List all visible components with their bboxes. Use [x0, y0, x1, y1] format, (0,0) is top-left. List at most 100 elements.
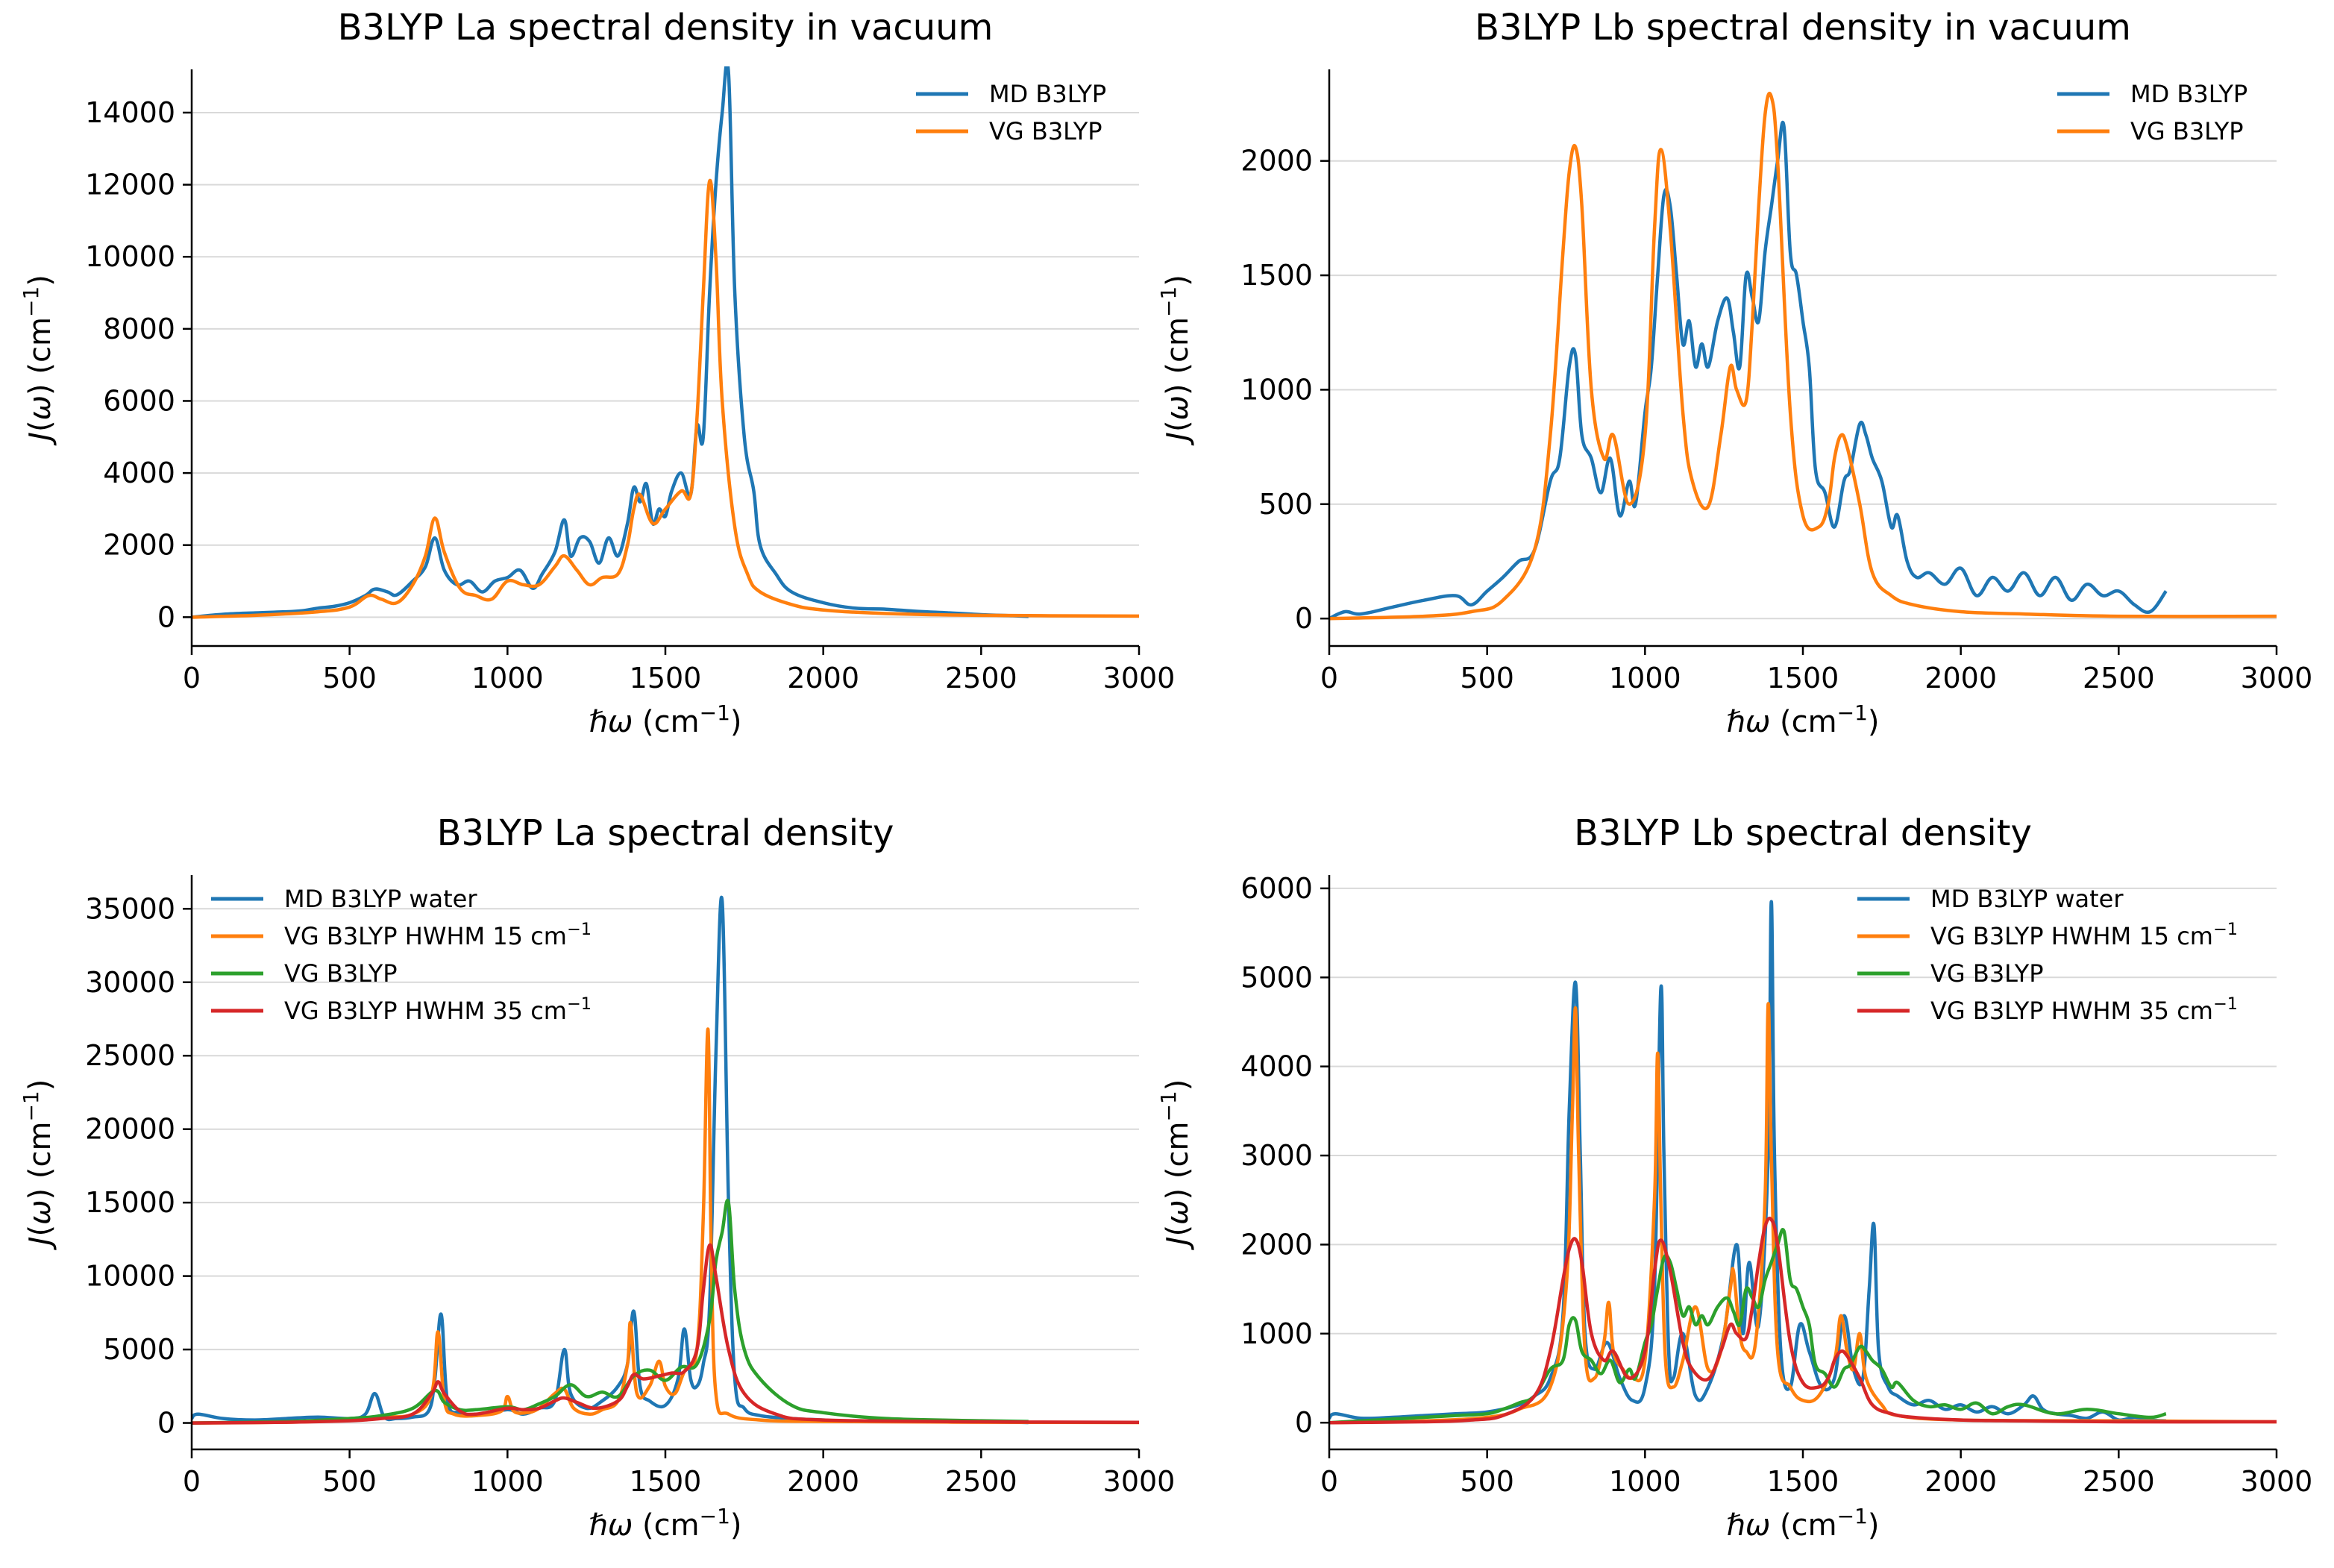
series-line-2: [192, 1027, 1139, 1425]
legend-label: VG B3LYP: [284, 959, 398, 988]
x-tick-label: 2500: [2083, 662, 2155, 694]
x-tick-label: 1000: [471, 1465, 544, 1498]
x-tick-label: 2000: [787, 1465, 859, 1498]
y-tick-label: 15000: [85, 1186, 175, 1219]
y-tick-label: 0: [1295, 602, 1313, 635]
x-tick-label: 3000: [1103, 1465, 1176, 1498]
x-tick-label: 3000: [1103, 662, 1176, 694]
legend-label: VG B3LYP HWHM 35 cm−1: [1930, 994, 2238, 1025]
y-tick-label: 4000: [103, 457, 175, 489]
x-tick-label: 1500: [1767, 1465, 1839, 1498]
legend-label: VG B3LYP: [2130, 117, 2244, 145]
y-tick-label: 0: [1295, 1406, 1313, 1439]
series-line-2: [192, 178, 1139, 619]
y-tick-label: 8000: [103, 313, 175, 345]
y-tick-label: 2000: [103, 529, 175, 562]
legend-label: VG B3LYP HWHM 15 cm−1: [1930, 920, 2238, 950]
legend-label: MD B3LYP water: [284, 885, 477, 913]
series-group: [1329, 92, 2277, 621]
chart-title: B3LYP Lb spectral density: [1574, 812, 2032, 854]
chart-title: B3LYP La spectral density in vacuum: [338, 7, 994, 48]
x-tick-label: 3000: [2241, 662, 2313, 694]
y-tick-label: 6000: [103, 384, 175, 417]
legend-label: VG B3LYP HWHM 35 cm−1: [284, 994, 592, 1025]
x-tick-label: 1500: [630, 1465, 702, 1498]
series-group: [192, 66, 1139, 619]
x-tick-label: 1000: [1609, 662, 1681, 694]
series-line-3: [1329, 1228, 2167, 1425]
chart-title: B3LYP La spectral density: [437, 812, 894, 854]
x-tick-label: 1500: [630, 662, 702, 694]
legend-label: MD B3LYP: [2130, 80, 2247, 108]
y-tick-label: 2000: [1240, 145, 1313, 178]
legend-label: VG B3LYP: [1930, 959, 2044, 988]
chart-panel-3: 0 500 1000 1500 2000 2500 30000500010000150002…: [19, 812, 1176, 1543]
series-group: [1329, 900, 2277, 1425]
series-line-1: [1329, 120, 2168, 621]
x-tick-label: 2500: [945, 1465, 1017, 1498]
y-axis-label: J(ω) (cm−1): [19, 275, 58, 446]
x-tick-label: 1000: [471, 662, 544, 694]
chart-title: B3LYP Lb spectral density in vacuum: [1475, 7, 2131, 48]
y-tick-label: 5000: [1240, 961, 1313, 994]
legend: MD B3LYP water VG B3LYP HWHM 15 cm−1 VG B3…: [211, 885, 592, 1025]
y-tick-label: 35000: [85, 892, 175, 925]
x-tick-label: 2000: [787, 662, 859, 694]
y-tick-label: 30000: [85, 966, 175, 999]
y-tick-label: 500: [1258, 488, 1313, 521]
x-tick-label: 0: [183, 662, 201, 694]
y-tick-label: 1000: [1240, 1317, 1313, 1350]
x-tick-label: 500: [1460, 1465, 1514, 1498]
legend-label: MD B3LYP: [989, 80, 1106, 108]
x-tick-label: 0: [1320, 662, 1338, 694]
y-tick-label: 0: [157, 600, 175, 633]
x-tick-label: 0: [1320, 1465, 1338, 1498]
x-axis-label: ℏω (cm−1): [1726, 1504, 1879, 1543]
legend-label: VG B3LYP HWHM 15 cm−1: [284, 920, 592, 950]
y-tick-label: 3000: [1240, 1139, 1313, 1172]
y-tick-label: 5000: [103, 1333, 175, 1366]
chart-panel-2: 0 500 1000 1500 2000 2500 3000 0 500 1000 1500 2000…: [1156, 7, 2313, 739]
y-tick-label: 0: [157, 1407, 175, 1440]
x-tick-label: 2500: [945, 662, 1017, 694]
x-axis-label: ℏω (cm−1): [589, 700, 741, 740]
x-tick-label: 1000: [1609, 1465, 1681, 1498]
y-tick-label: 25000: [85, 1039, 175, 1072]
x-tick-label: 500: [322, 1465, 377, 1498]
x-tick-label: 2000: [1924, 662, 1997, 694]
y-tick-label: 12000: [85, 169, 175, 201]
y-axis-label: J(ω) (cm−1): [19, 1079, 58, 1251]
y-tick-label: 14000: [85, 96, 175, 129]
x-tick-label: 3000: [2241, 1465, 2313, 1498]
legend: MD B3LYP VG B3LYP: [2057, 80, 2247, 145]
series-group: [192, 895, 1139, 1425]
x-tick-label: 1500: [1767, 662, 1839, 694]
y-tick-label: 1500: [1240, 259, 1313, 292]
x-tick-label: 500: [322, 662, 377, 694]
series-line-3: [192, 1199, 1029, 1425]
series-line-4: [1329, 1217, 2277, 1425]
series-line-4: [192, 1243, 1139, 1425]
legend-label: MD B3LYP water: [1930, 885, 2124, 913]
y-tick-label: 1000: [1240, 373, 1313, 406]
legend: MD B3LYP water VG B3LYP HWHM 15 cm−1 VG B3…: [1857, 885, 2238, 1025]
x-tick-label: 500: [1460, 662, 1514, 694]
legend: MD B3LYP VG B3LYP: [916, 80, 1106, 145]
y-tick-label: 2000: [1240, 1228, 1313, 1261]
x-axis-label: ℏω (cm−1): [1726, 700, 1879, 740]
y-axis-label: J(ω) (cm−1): [1156, 275, 1196, 446]
legend-label: VG B3LYP: [989, 117, 1102, 145]
y-tick-label: 20000: [85, 1113, 175, 1146]
y-tick-label: 4000: [1240, 1050, 1313, 1083]
x-tick-label: 0: [183, 1465, 201, 1498]
y-tick-label: 10000: [85, 1260, 175, 1293]
y-tick-label: 6000: [1240, 872, 1313, 905]
chart-panel-1: 0 500 1000 1500 2000 2500 3000 0 2000 4000 6000 800…: [19, 7, 1176, 739]
series-line-1: [192, 66, 1029, 619]
chart-panel-4: 0 500 1000 1500 2000 2500 3000 0 1000 2000 3000 400…: [1156, 812, 2313, 1543]
x-tick-label: 2500: [2083, 1465, 2155, 1498]
series-line-2: [1329, 1002, 2277, 1425]
x-tick-label: 2000: [1924, 1465, 1997, 1498]
series-line-2: [1329, 92, 2277, 621]
